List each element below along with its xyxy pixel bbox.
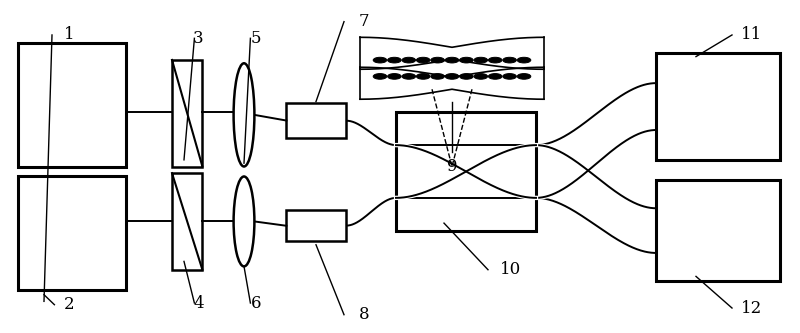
Text: 10: 10: [500, 261, 521, 278]
Text: 3: 3: [193, 30, 204, 47]
Ellipse shape: [234, 176, 254, 266]
Circle shape: [416, 74, 430, 79]
Text: 1: 1: [64, 26, 75, 44]
Circle shape: [402, 57, 416, 63]
Text: 5: 5: [250, 30, 262, 47]
Bar: [656, 180, 780, 281]
Circle shape: [387, 57, 401, 63]
Text: 7: 7: [358, 13, 370, 30]
Text: 8: 8: [358, 306, 370, 323]
Circle shape: [503, 74, 517, 79]
Circle shape: [416, 57, 430, 63]
Circle shape: [445, 74, 459, 79]
Bar: [286, 210, 346, 241]
Text: 2: 2: [64, 296, 75, 313]
Circle shape: [518, 74, 531, 79]
Bar: [18, 176, 126, 290]
Circle shape: [488, 57, 502, 63]
Ellipse shape: [234, 63, 254, 166]
Text: 11: 11: [742, 26, 762, 44]
Text: 6: 6: [250, 294, 262, 312]
Circle shape: [459, 74, 474, 79]
Text: 12: 12: [742, 299, 762, 317]
Bar: [172, 173, 202, 270]
Circle shape: [430, 57, 445, 63]
Circle shape: [518, 57, 531, 63]
Circle shape: [459, 57, 474, 63]
Circle shape: [503, 57, 517, 63]
Circle shape: [430, 74, 445, 79]
Text: 4: 4: [193, 294, 204, 312]
Circle shape: [445, 57, 459, 63]
Circle shape: [373, 74, 387, 79]
Text: 9: 9: [446, 158, 458, 175]
Bar: [656, 53, 780, 160]
Circle shape: [488, 74, 502, 79]
Circle shape: [402, 74, 416, 79]
Circle shape: [387, 74, 401, 79]
Bar: [18, 43, 126, 166]
Bar: [172, 60, 202, 166]
Circle shape: [474, 74, 487, 79]
Bar: [286, 103, 346, 138]
Circle shape: [474, 57, 487, 63]
Bar: [396, 112, 536, 231]
Circle shape: [373, 57, 387, 63]
